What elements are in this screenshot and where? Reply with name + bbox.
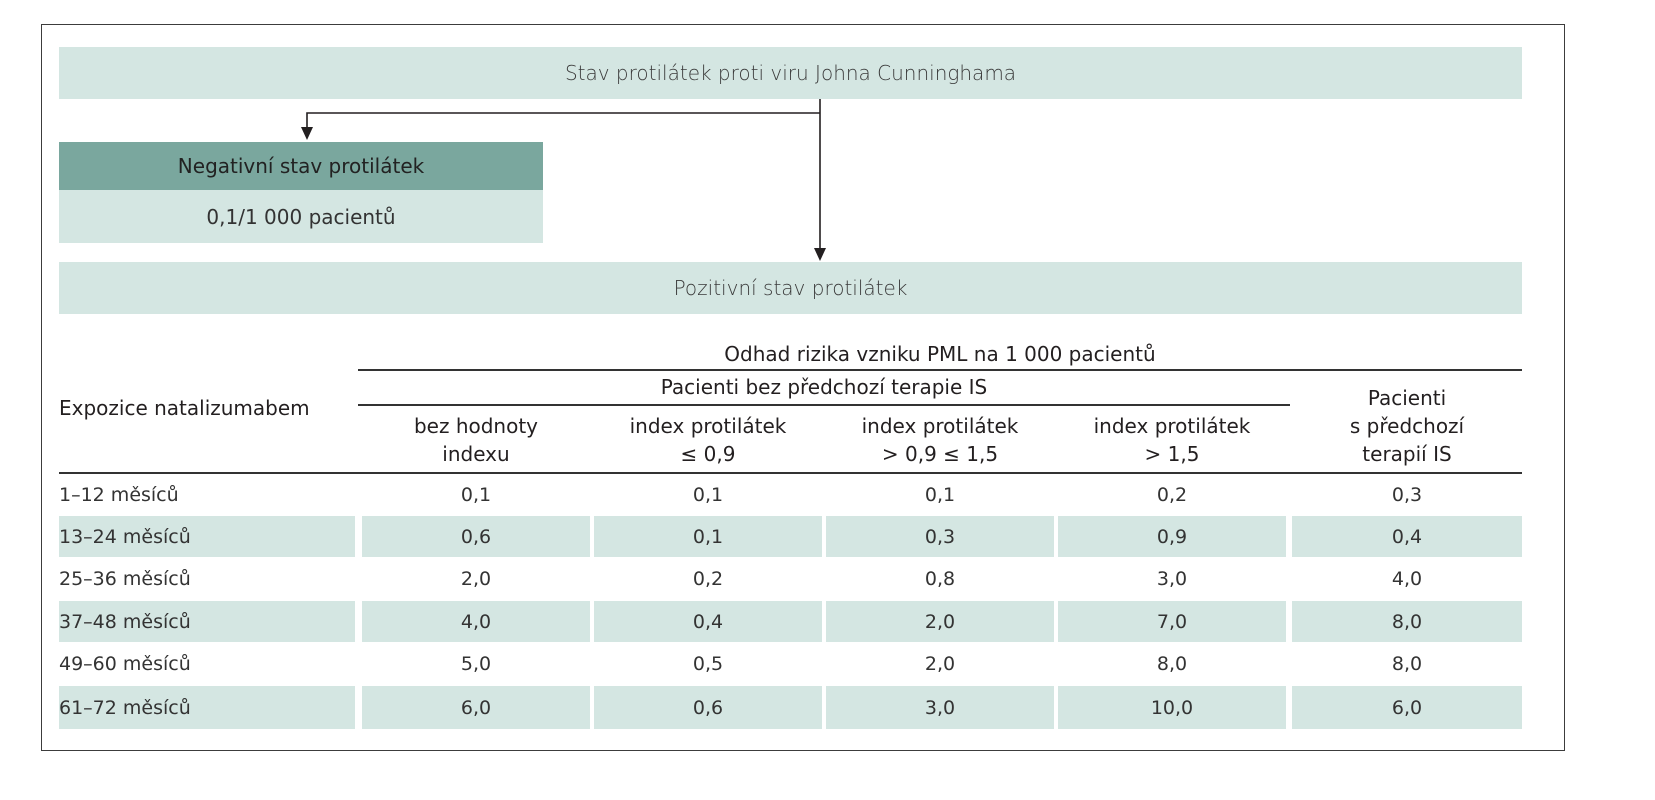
table-cell: 0,2 — [1156, 483, 1188, 506]
table-cell: 6,0 — [362, 686, 590, 729]
group-header-rule — [358, 369, 1522, 371]
table-cell: 4,0 — [362, 601, 590, 642]
table-cell: 0,5 — [692, 652, 724, 675]
table-cell: 2,0 — [924, 652, 956, 675]
col-header-no-index: bez hodnoty indexu — [413, 414, 539, 466]
table-cell: 0,4 — [594, 601, 822, 642]
table-cell: 0,1 — [594, 516, 822, 557]
positive-status-box: Pozitivní stav protilátek — [59, 262, 1522, 314]
col-header-index-gt-15: index protilátek > 1,5 — [1093, 414, 1251, 466]
table-row-label: 1–12 měsíců — [59, 483, 179, 506]
table-row-label: 25–36 měsíců — [59, 567, 191, 590]
figure-frame — [41, 24, 1565, 751]
table-row-label: 49–60 měsíců — [59, 652, 191, 675]
table-cell: 0,9 — [1058, 516, 1286, 557]
negative-status-value: 0,1/1 000 pacientů — [59, 190, 543, 243]
table-cell: 0,3 — [826, 516, 1054, 557]
table-cell: 6,0 — [1292, 686, 1522, 729]
table-row-label: 61–72 měsíců — [59, 686, 355, 729]
col-header-index-09-15: index protilátek > 0,9 ≤ 1,5 — [861, 414, 1019, 466]
subgroup-header: Pacienti bez předchozí terapie IS — [660, 375, 988, 399]
table-row-label: 13–24 měsíců — [59, 516, 355, 557]
table-cell: 0,6 — [362, 516, 590, 557]
table-cell: 0,1 — [460, 483, 492, 506]
group-header: Odhad rizika vzniku PML na 1 000 pacient… — [724, 342, 1156, 366]
col-header-index-le-09: index protilátek ≤ 0,9 — [629, 414, 787, 466]
table-cell: 2,0 — [826, 601, 1054, 642]
table-cell: 0,2 — [692, 567, 724, 590]
table-row-label: 37–48 měsíců — [59, 601, 355, 642]
table-cell: 3,0 — [1156, 567, 1188, 590]
table-cell: 0,8 — [924, 567, 956, 590]
table-cell: 8,0 — [1156, 652, 1188, 675]
table-cell: 4,0 — [1391, 567, 1423, 590]
table-cell: 0,4 — [1292, 516, 1522, 557]
table-cell: 5,0 — [460, 652, 492, 675]
arrow-to-negative — [306, 112, 820, 128]
table-cell: 8,0 — [1292, 601, 1522, 642]
subgroup-header-rule — [358, 404, 1290, 406]
table-cell: 0,3 — [1391, 483, 1423, 506]
table-cell: 0,1 — [924, 483, 956, 506]
table-cell: 8,0 — [1391, 652, 1423, 675]
table-cell: 0,1 — [692, 483, 724, 506]
header-bottom-rule — [59, 472, 1522, 474]
table-cell: 10,0 — [1058, 686, 1286, 729]
arrow-head-positive — [814, 248, 826, 261]
table-cell: 0,6 — [594, 686, 822, 729]
row-header: Expozice natalizumabem — [59, 396, 310, 420]
arrow-head-negative — [301, 127, 313, 140]
negative-status-header: Negativní stav protilátek — [59, 142, 543, 190]
jc-antibody-status-box: Stav protilátek proti viru Johna Cunning… — [59, 47, 1522, 99]
table-cell: 3,0 — [826, 686, 1054, 729]
table-cell: 7,0 — [1058, 601, 1286, 642]
col-header-prior-is: Pacienti s předchozí terapií IS — [1349, 386, 1465, 466]
table-cell: 2,0 — [460, 567, 492, 590]
